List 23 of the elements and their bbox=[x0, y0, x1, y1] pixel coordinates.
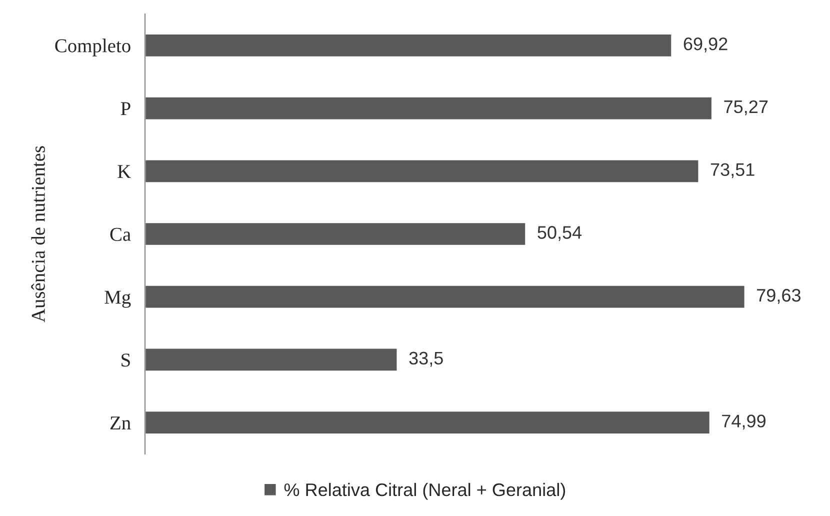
bar bbox=[145, 158, 700, 184]
legend-label: % Relativa Citral (Neral + Geranial) bbox=[284, 482, 566, 500]
y-tick-label: K bbox=[118, 165, 131, 178]
data-label: 73,51 bbox=[710, 163, 754, 178]
bar bbox=[145, 347, 398, 372]
bar bbox=[145, 96, 713, 121]
y-tick-label: Mg bbox=[104, 290, 131, 308]
y-tick-label: P bbox=[120, 102, 130, 116]
data-label: 33,5 bbox=[409, 352, 443, 367]
data-label: 79,63 bbox=[757, 288, 800, 304]
y-tick-label: Completo bbox=[55, 38, 130, 56]
y-axis-title: Ausência de nutrientes bbox=[31, 146, 45, 322]
data-label: 50,54 bbox=[538, 226, 582, 241]
bar bbox=[145, 410, 711, 435]
y-tick-label: Ca bbox=[110, 228, 131, 241]
bar bbox=[145, 33, 673, 58]
y-tick-label: Zn bbox=[110, 416, 131, 430]
data-label: 75,27 bbox=[724, 100, 768, 116]
y-tick-label: S bbox=[122, 354, 130, 367]
bar bbox=[145, 284, 746, 310]
data-label: 69,92 bbox=[684, 37, 728, 52]
data-label: 74,99 bbox=[722, 414, 766, 430]
bar bbox=[145, 222, 527, 246]
